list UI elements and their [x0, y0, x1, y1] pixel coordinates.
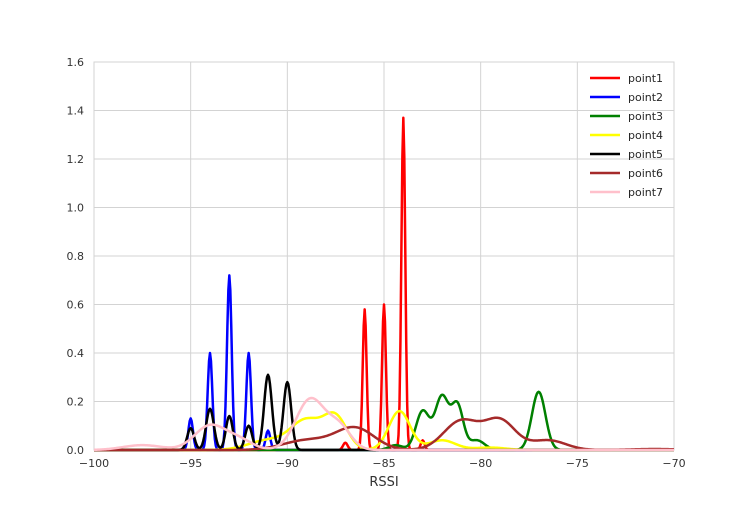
y-tick-label: 1.2 — [67, 153, 85, 166]
series-line-point6 — [93, 416, 675, 452]
y-axis-ticks: 0.0 0.2 0.4 0.6 0.8 1.0 1.2 1.4 1.6 — [67, 56, 85, 457]
x-tick-label: −95 — [179, 457, 202, 470]
y-tick-label: 1.6 — [67, 56, 85, 69]
x-tick-label: −70 — [662, 457, 685, 470]
series-curves — [93, 116, 675, 452]
x-tick-label: −85 — [372, 457, 395, 470]
legend-label-point7: point7 — [628, 186, 663, 199]
legend-label-point2: point2 — [628, 91, 663, 104]
y-tick-label: 1.4 — [67, 105, 85, 118]
x-axis-ticks: −100 −95 −90 −85 −80 −75 −70 — [79, 457, 686, 470]
x-tick-label: −80 — [469, 457, 492, 470]
y-tick-label: 0.6 — [67, 299, 85, 312]
legend-label-point1: point1 — [628, 72, 663, 85]
y-tick-label: 0.4 — [67, 347, 85, 360]
legend: point1 point2 point3 point4 point5 point6 poin… — [590, 72, 663, 199]
legend-label-point4: point4 — [628, 129, 663, 142]
y-tick-label: 0.8 — [67, 250, 85, 263]
legend-label-point3: point3 — [628, 110, 663, 123]
y-tick-label: 0.0 — [67, 444, 85, 457]
x-tick-label: −75 — [566, 457, 589, 470]
x-axis-label: RSSI — [369, 475, 398, 490]
y-tick-label: 1.0 — [67, 202, 85, 215]
legend-label-point5: point5 — [628, 148, 663, 161]
y-tick-label: 0.2 — [67, 396, 85, 409]
x-tick-label: −90 — [276, 457, 299, 470]
legend-label-point6: point6 — [628, 167, 663, 180]
series-line-point7 — [93, 396, 675, 452]
x-tick-label: −100 — [79, 457, 109, 470]
